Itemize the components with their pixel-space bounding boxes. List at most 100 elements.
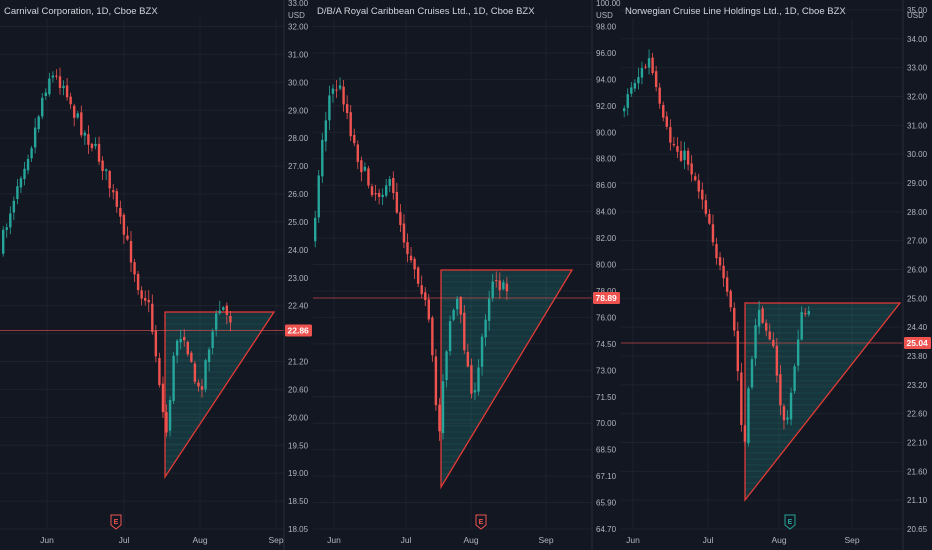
- price-tick-label: 27.00: [907, 237, 928, 246]
- candle-up: [480, 336, 484, 367]
- price-tick-label: 31.00: [907, 121, 928, 130]
- candle-down: [733, 307, 736, 331]
- price-tick-label: 88.00: [596, 155, 617, 164]
- price-tick-label: 73.00: [596, 366, 617, 375]
- candle-up: [456, 298, 459, 310]
- ascending-triangle-pattern[interactable]: [744, 302, 902, 502]
- candle-up: [484, 319, 487, 338]
- candle-up: [76, 113, 79, 118]
- candle-up: [626, 94, 629, 108]
- candle-up: [647, 58, 651, 68]
- price-tick-label: 21.60: [907, 467, 928, 476]
- candle-down: [644, 66, 647, 68]
- price-tick-label: 70.00: [596, 419, 617, 428]
- time-tick-label: Sep: [844, 535, 859, 545]
- candle-up: [172, 355, 175, 401]
- candle-down: [729, 290, 732, 308]
- candle-down: [90, 143, 94, 149]
- price-tick-label: 33.00: [288, 0, 309, 8]
- candle-up: [640, 67, 644, 78]
- candle-down: [165, 412, 168, 433]
- price-axis-bg: [592, 0, 621, 550]
- earnings-marker[interactable]: E: [784, 514, 796, 530]
- candle-up: [104, 169, 108, 171]
- candle-down: [197, 382, 200, 387]
- price-tick-label: 28.00: [907, 208, 928, 217]
- candle-down: [718, 257, 722, 266]
- grid: [0, 18, 284, 530]
- candle-down: [662, 105, 665, 118]
- candle-down: [406, 242, 409, 255]
- candle-down: [342, 86, 345, 105]
- candle-down: [108, 171, 111, 189]
- time-tick-label: Aug: [771, 535, 786, 545]
- candle-down: [395, 191, 399, 213]
- candle-down: [427, 299, 430, 320]
- chart-panel-1: Carnival Corporation, 1D, Cboe BZX 33.00 U…: [0, 0, 313, 550]
- price-tick-label: 20.00: [288, 413, 309, 422]
- earnings-marker[interactable]: E: [475, 514, 487, 530]
- candle-down: [690, 163, 693, 175]
- earnings-marker-label: E: [479, 519, 484, 526]
- candle-down: [353, 134, 356, 144]
- last-price-label: 25.04: [907, 338, 929, 348]
- candle-down: [658, 87, 661, 104]
- chart-title: Norwegian Cruise Line Holdings Ltd., 1D,…: [625, 6, 846, 17]
- candle-down: [147, 299, 150, 303]
- candle-down: [420, 285, 423, 295]
- time-tick-label: Jul: [401, 535, 412, 545]
- time-tick-label: Jun: [40, 535, 54, 545]
- time-tick-label: Jul: [703, 535, 714, 545]
- candle-down: [200, 386, 204, 390]
- price-tick-label: 23.00: [288, 274, 309, 283]
- candle-down: [466, 351, 470, 367]
- candle-down: [183, 336, 186, 341]
- candle-up: [179, 338, 182, 343]
- candle-up: [789, 392, 793, 420]
- candle-down: [736, 331, 739, 372]
- candle-down: [701, 189, 704, 200]
- candle-down: [140, 290, 143, 299]
- price-axis-bg: [284, 0, 313, 550]
- candle-down: [186, 341, 189, 355]
- price-tick-label: 92.00: [596, 102, 617, 111]
- candle-down: [495, 280, 498, 282]
- candle-down: [431, 317, 434, 356]
- candle-up: [757, 310, 761, 327]
- price-tick-label: 25.00: [288, 218, 309, 227]
- candle-down: [402, 223, 406, 243]
- candle-up: [37, 116, 40, 130]
- price-tick-label: 25.00: [907, 294, 928, 303]
- price-axis-bg: [903, 0, 932, 550]
- time-tick-label: Sep: [268, 535, 283, 545]
- price-tick-label: 28.00: [288, 134, 309, 143]
- candle-down: [154, 330, 158, 357]
- candle-down: [409, 255, 413, 261]
- candle-up: [12, 200, 16, 213]
- candle-down: [144, 298, 147, 301]
- earnings-marker[interactable]: E: [110, 514, 122, 530]
- candle-up: [321, 139, 324, 177]
- candle-down: [367, 168, 370, 186]
- candle-down: [126, 235, 129, 240]
- candle-up: [630, 87, 633, 94]
- candle-up: [786, 417, 789, 420]
- earnings-marker-label: E: [114, 519, 119, 526]
- candle-up: [381, 194, 384, 198]
- candle-down: [356, 144, 359, 162]
- candle-up: [338, 85, 342, 89]
- price-tick-label: 94.00: [596, 75, 617, 84]
- candle-down: [459, 297, 462, 315]
- candle-up: [452, 309, 455, 320]
- candle-down: [65, 85, 69, 98]
- ascending-triangle-pattern[interactable]: [440, 269, 574, 490]
- candle-down: [225, 305, 229, 315]
- candle-down: [654, 71, 658, 87]
- candle-up: [62, 85, 65, 89]
- price-tick-label: 35.00: [907, 6, 928, 15]
- candle-down: [676, 146, 679, 152]
- candle-up: [41, 97, 44, 117]
- candle-down: [136, 273, 140, 291]
- price-tick-label: 26.00: [907, 266, 928, 275]
